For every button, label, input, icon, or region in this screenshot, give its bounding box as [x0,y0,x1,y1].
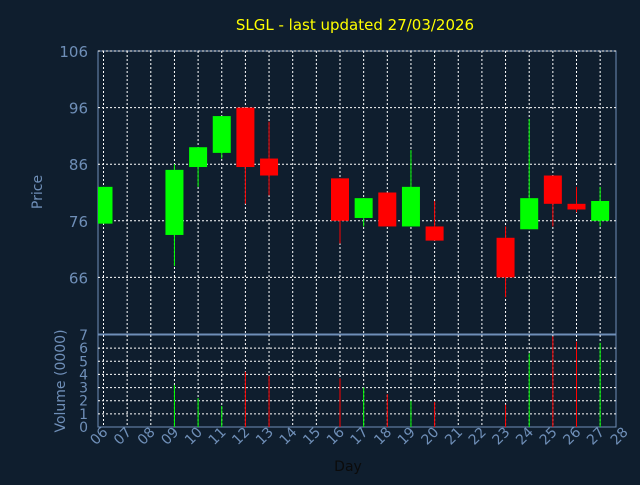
candle [98,186,113,224]
candle-body [425,226,444,241]
volume-axis-label: Volume (0000) [53,329,69,432]
candle-body [331,178,349,221]
price-tick-label: 66 [69,269,88,287]
candle [496,226,515,298]
candle-body [378,192,397,227]
price-tick-label: 96 [69,100,88,118]
candle [260,121,279,196]
chart-title: SLGL - last updated 27/03/2026 [236,16,474,34]
day-tick-label: 26 [560,424,584,448]
candle [543,175,562,227]
day-tick-label: 10 [182,425,206,449]
candle [189,147,208,187]
volume-tick-label: 0 [79,420,88,436]
day-tick-label: 19 [395,425,419,449]
day-tick-label: 08 [135,425,159,449]
volume-bars [173,336,601,427]
volume-tick-label: 1 [79,407,88,423]
candle-body [401,186,420,227]
day-tick-label: 18 [371,425,395,449]
day-x-ticks: 06 07 08 09 10 11 12 13 14 15 16 17 18 19 20 21 22 23 24 25… [87,424,631,448]
candle [520,118,539,230]
candle [236,107,255,204]
candle-body [236,107,255,168]
candle [591,186,610,227]
day-tick-label: 24 [513,424,537,448]
day-tick-label: 25 [537,425,561,449]
day-tick-label: 22 [466,425,490,449]
volume-tick-label: 2 [79,394,88,410]
volume-tick-label: 6 [79,341,88,357]
day-tick-label: 27 [584,425,608,449]
price-axis-label: Price [30,175,46,209]
price-tick-label: 106 [59,43,88,61]
day-tick-label: 23 [489,425,513,449]
candle [165,164,184,267]
candle-body [520,198,539,230]
candle-body [567,203,586,210]
candle-body [260,158,279,176]
day-tick-label: 17 [348,425,372,449]
day-tick-label: 06 [87,424,111,448]
volume-tick-label: 7 [79,328,88,344]
day-tick-label: 14 [277,424,301,448]
price-y-ticks: 106 96 86 76 66 [59,43,88,287]
day-tick-label: 28 [608,425,632,449]
candle-body [354,198,373,218]
day-tick-label: 07 [111,425,135,449]
price-tick-label: 86 [69,156,88,174]
price-tick-label: 76 [69,213,88,231]
candle [354,198,373,227]
day-tick-label: 11 [206,425,230,449]
volume-grid [98,335,616,427]
candle [378,192,397,227]
day-tick-label: 15 [300,425,324,449]
candle-body [165,169,184,235]
candle [331,178,349,244]
day-tick-label: 21 [442,425,466,449]
candle [212,116,231,159]
day-tick-label: 12 [229,425,253,449]
day-tick-label: 09 [158,425,182,449]
candle-body [212,116,231,153]
candle [401,150,420,227]
candle [425,200,444,241]
day-tick-label: 20 [419,425,443,449]
candle [567,186,586,213]
price-panel: 106 96 86 76 66 Price [30,43,617,335]
volume-tick-label: 5 [79,354,88,370]
candle-body [98,186,113,224]
candle-body [189,147,208,168]
candle-body [591,200,610,221]
volume-tick-label: 3 [79,381,88,397]
day-tick-label: 16 [324,424,348,448]
day-axis-label: Day [334,459,362,475]
candles [98,107,610,298]
volume-plot-area [97,334,617,428]
candle-body [543,175,562,204]
volume-tick-label: 4 [79,367,88,383]
candle-body [496,237,515,278]
day-tick-label: 13 [253,425,277,449]
